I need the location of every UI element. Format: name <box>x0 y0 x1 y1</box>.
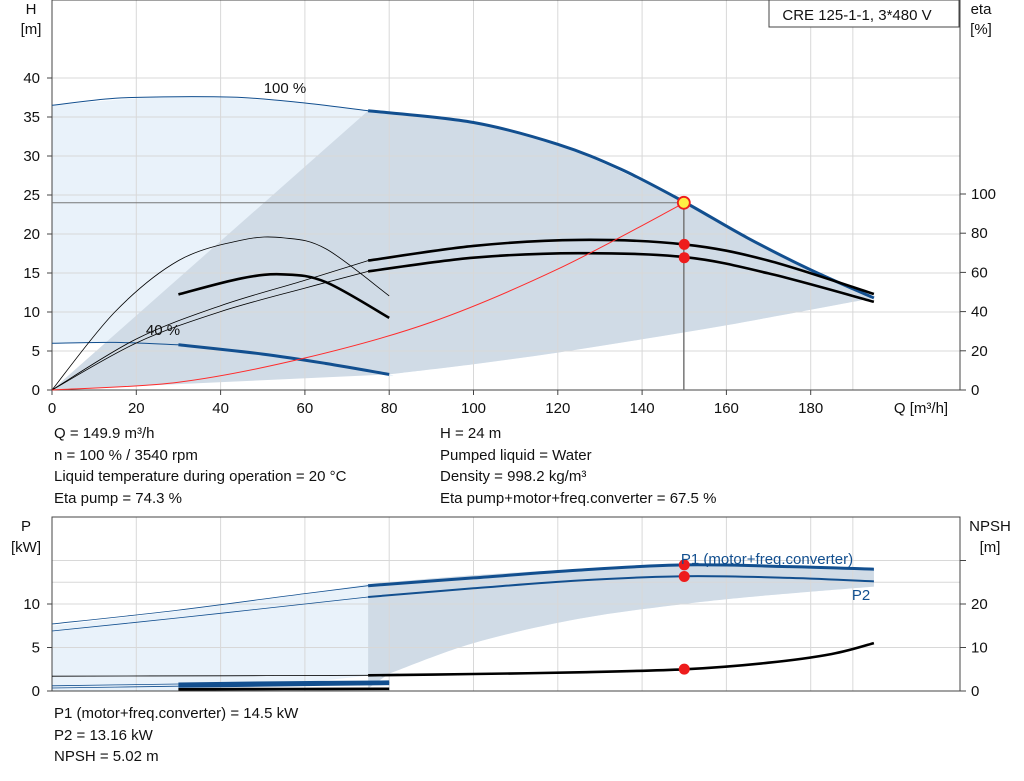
y-right-axis-unit: [%] <box>970 21 992 38</box>
x-tick-label: 140 <box>630 400 655 417</box>
info-bottom: P1 (motor+freq.converter) = 14.5 kW P2 =… <box>54 703 298 768</box>
power-marker-2 <box>678 663 690 675</box>
x-tick-label: 180 <box>798 400 823 417</box>
x-tick-label: 120 <box>545 400 570 417</box>
y-right-tick-label-bottom: 20 <box>971 596 988 613</box>
power-curve-p2 <box>368 575 874 598</box>
y-right-tick-label: 0 <box>971 382 979 399</box>
annotation-speed-100: 100 % <box>264 80 307 97</box>
series-label-p2: P2 <box>852 587 870 604</box>
info-p1: P1 (motor+freq.converter) = 14.5 kW <box>54 705 299 722</box>
duty-point-marker <box>676 195 691 210</box>
y-left-axis-unit: [m] <box>21 21 42 38</box>
x-tick-label: 60 <box>297 400 314 417</box>
info-eta-pump: Eta pump = 74.3 % <box>54 489 182 507</box>
eta-marker-1 <box>678 252 690 264</box>
y-left-tick-label-bottom: 0 <box>32 683 40 700</box>
y-right-tick-label-bottom: 0 <box>971 683 979 700</box>
eta-marker-0 <box>678 238 690 250</box>
y-left-tick-label-bottom: 5 <box>32 640 40 657</box>
curve-extension-3 <box>51 260 369 391</box>
y-right-tick-label-bottom: 10 <box>971 640 988 657</box>
y-right-tick-label: 20 <box>971 343 988 360</box>
y-left-tick-label-bottom: 10 <box>23 596 40 613</box>
info-density: Density = 998.2 kg/m³ <box>440 468 587 485</box>
operating-region-bottom <box>368 564 874 689</box>
y-right-tick-label: 100 <box>971 186 996 203</box>
info-pumped-liquid: Pumped liquid = Water <box>440 446 592 464</box>
curve-extension-0 <box>51 96 369 112</box>
curve-eta-40- <box>178 272 390 320</box>
curve-extension-2 <box>51 271 369 391</box>
y-right-axis-title-bottom: NPSH <box>969 518 1011 535</box>
series-label-p1: P1 (motor+freq.converter) <box>681 551 853 568</box>
power-curve-extension-3 <box>51 683 179 687</box>
x-tick-label: 20 <box>128 400 145 417</box>
x-tick-label: 0 <box>48 400 56 417</box>
curve-system-curve <box>51 202 685 391</box>
y-left-tick-label: 0 <box>32 382 40 399</box>
y-left-tick-label: 40 <box>23 70 40 87</box>
power-curve-extension-2 <box>51 674 369 677</box>
curve-40- <box>178 343 390 376</box>
curve-eta-pump <box>367 251 875 304</box>
power-marker-0 <box>678 559 690 571</box>
y-right-axis-unit-bottom: [m] <box>980 539 1001 556</box>
x-tick-label: 100 <box>461 400 486 417</box>
info-top-right: H = 24 m Pumped liquid = Water Density =… <box>440 423 716 509</box>
info-p2: P2 = 13.16 kW <box>54 726 153 744</box>
y-left-tick-label: 25 <box>23 187 40 204</box>
curve-eta-pump-motor-freq-converter <box>367 238 875 296</box>
y-left-tick-label: 5 <box>32 343 40 360</box>
y-right-axis-title: eta <box>971 1 993 18</box>
x-tick-label: 80 <box>381 400 398 417</box>
chart-title: CRE 125-1-1, 3*480 V <box>782 7 931 24</box>
info-speed: n = 100 % / 3540 rpm <box>54 446 198 464</box>
y-right-tick-label: 60 <box>971 264 988 281</box>
y-right-tick-label: 80 <box>971 225 988 242</box>
y-left-tick-label: 15 <box>23 265 40 282</box>
annotation-speed-40: 40 % <box>146 322 180 339</box>
power-curve-extension-4 <box>51 685 179 689</box>
power-curve-p1-40- <box>178 680 390 686</box>
y-left-tick-label: 35 <box>23 109 40 126</box>
pump-curve-chart: 0 20 40 60 80 100 120 140 160 1800510152025303540… <box>11 0 1011 700</box>
title-box <box>768 0 960 28</box>
info-npsh: NPSH = 5.02 m <box>54 748 159 765</box>
y-left-axis-title-bottom: P <box>21 518 31 535</box>
info-head: H = 24 m <box>440 425 502 442</box>
y-left-tick-label: 10 <box>23 304 40 321</box>
power-marker-1 <box>678 571 690 583</box>
power-curve-extension-0 <box>51 585 369 625</box>
x-tick-label: 40 <box>212 400 229 417</box>
power-curve-npsh <box>368 641 875 677</box>
y-left-axis-title: H <box>26 1 37 18</box>
curve-100- <box>367 109 875 300</box>
operating-region-top <box>52 110 874 390</box>
y-left-tick-label: 20 <box>23 226 40 243</box>
power-curve-extension-1 <box>51 596 369 632</box>
power-curve-p1-motor-freq-converter- <box>367 563 874 588</box>
x-tick-label: 160 <box>714 400 739 417</box>
y-right-tick-label: 40 <box>971 304 988 321</box>
curve-extension-1 <box>51 341 179 346</box>
info-liquid-temperature: Liquid temperature during operation = 20… <box>54 468 347 485</box>
power-curve-p2-40- <box>178 682 390 688</box>
info-eta-total: Eta pump+motor+freq.converter = 67.5 % <box>440 489 717 507</box>
info-flow: Q = 149.9 m³/h <box>54 425 155 442</box>
power-curve-npsh-40- <box>178 687 390 691</box>
curve-eta-40-thin <box>51 236 390 391</box>
y-left-tick-label: 30 <box>23 148 40 165</box>
y-left-axis-unit-bottom: [kW] <box>11 539 41 556</box>
info-top-left: Q = 149.9 m³/h n = 100 % / 3540 rpm Liqu… <box>54 423 346 509</box>
x-axis-title: Q [m³/h] <box>894 400 948 417</box>
